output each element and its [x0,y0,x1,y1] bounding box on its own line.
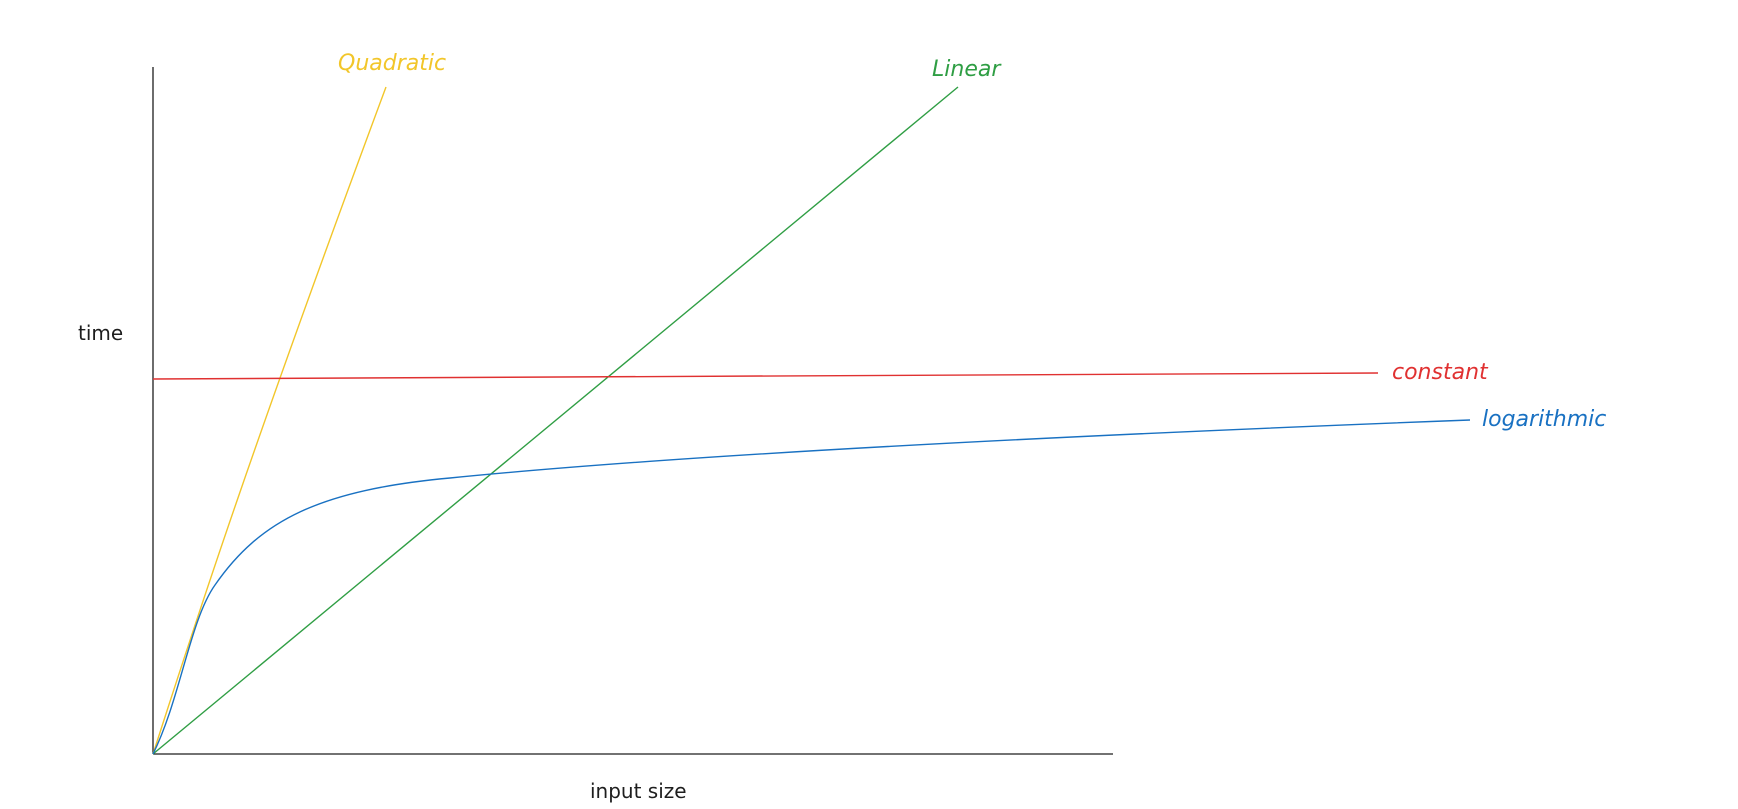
logarithmic-curve [152,419,1471,755]
quadratic-curve [152,86,387,755]
y-axis-label: time [78,321,123,345]
linear-curve [152,86,959,755]
linear-label: Linear [932,57,1002,82]
constant-curve [152,372,1379,380]
x-axis-label: input size [590,779,687,803]
constant-label: constant [1392,360,1489,385]
logarithmic-label: logarithmic [1482,407,1606,432]
quadratic-label: Quadratic [338,51,446,76]
